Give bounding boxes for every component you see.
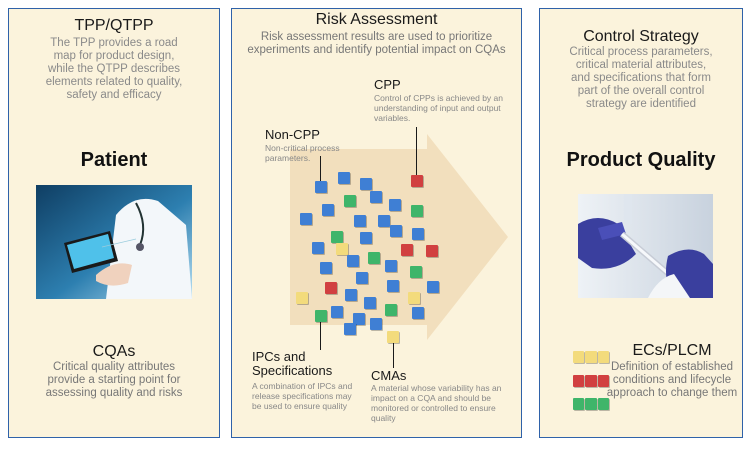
ipcs-specifications-label: IPCs and Specifications [252,349,333,378]
parameter-cube [412,307,424,319]
parameter-cube [345,289,357,301]
cpp-description: Control of CPPs is achieved by an unders… [374,93,503,123]
parameter-cube [385,304,397,316]
parameter-cube [296,292,308,304]
parameter-cube [338,172,350,184]
parameter-cube [427,281,439,293]
parameter-cube [320,262,332,274]
parameter-cube [390,225,402,237]
parameter-cube [336,243,348,255]
parameter-cube [597,351,609,363]
parameter-cube [364,297,376,309]
legend-red-cubes [573,375,609,387]
parameter-cube [573,398,585,410]
parameter-cube [331,231,343,243]
parameter-cube [411,175,423,187]
panel-product-quality: Control Strategy Critical process parame… [539,8,743,438]
tpp-qtpp-heading: TPP/QTPP [74,17,154,34]
parameter-cube [597,398,609,410]
ecs-plcm-description: Definition of established conditions and… [606,361,738,399]
tpp-qtpp-description: The TPP provides a road map for product … [45,37,183,101]
panel-patient: TPP/QTPP The TPP provides a road map for… [8,8,220,438]
parameter-cube [325,282,337,294]
parameter-cube [360,232,372,244]
parameter-cube [408,292,420,304]
risk-assessment-description: Risk assessment results are used to prio… [247,31,506,56]
parameter-cube [354,215,366,227]
parameter-cube [585,398,597,410]
parameter-cube [585,351,597,363]
cmas-label: CMAs [371,368,407,383]
parameter-cube [401,244,413,256]
patient-label: Patient [80,149,148,171]
parameter-cube [322,204,334,216]
parameter-cube [315,310,327,322]
flow-arrow [290,134,508,340]
parameter-cube [585,375,597,387]
non-cpp-leader-line [320,156,321,189]
parameter-cube [573,351,585,363]
parameter-cube [353,313,365,325]
parameter-cube [356,272,368,284]
syringe-photo [578,194,713,298]
panel-risk-assessment: Risk Assessment Risk assessment results … [231,8,522,438]
doctor-photo [36,185,192,299]
product-quality-label: Product Quality [566,149,716,171]
cmas-leader-line [393,338,394,368]
risk-assessment-heading: Risk Assessment [315,11,438,28]
ecs-plcm-heading: ECs/PLCM [632,342,712,359]
parameter-cube [344,323,356,335]
parameter-cube [378,215,390,227]
parameter-cube [370,318,382,330]
legend-green-cubes [573,398,609,410]
cmas-description: A material whose variability has an impa… [371,383,502,423]
parameter-cube [387,280,399,292]
control-strategy-description: Critical process parameters, critical ma… [569,46,713,110]
non-cpp-description: Non-critical process parameters. [265,143,340,163]
parameter-cube [389,199,401,211]
parameter-cube [426,245,438,257]
cqas-heading: CQAs [92,343,136,360]
control-strategy-heading: Control Strategy [583,28,699,45]
parameter-cube [347,255,359,267]
ipcs-specifications-description: A combination of IPCs and release specif… [252,381,353,411]
parameter-cube [300,213,312,225]
parameter-cube [385,260,397,272]
parameter-cube [370,191,382,203]
legend-yellow-cubes [573,351,609,363]
parameter-cube [410,266,422,278]
ipcs-leader-line [320,310,321,350]
parameter-cube [315,181,327,193]
parameter-cube [360,178,372,190]
non-cpp-label: Non-CPP [265,127,320,142]
parameter-cube [344,195,356,207]
cpp-label: CPP [374,77,401,92]
cpp-leader-line [416,127,417,180]
parameter-cube [368,252,380,264]
parameter-cube [312,242,324,254]
parameter-cube [387,331,399,343]
parameter-cube [597,375,609,387]
cqas-description: Critical quality attributes provide a st… [45,361,183,399]
parameter-cube [412,228,424,240]
parameter-cube [331,306,343,318]
parameter-cube [411,205,423,217]
parameter-cube [573,375,585,387]
